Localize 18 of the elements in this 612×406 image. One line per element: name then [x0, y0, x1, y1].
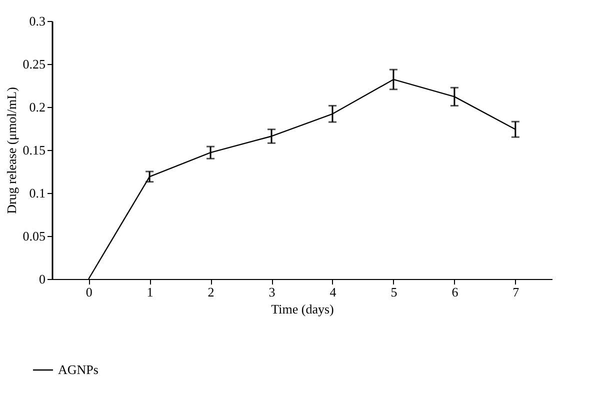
y-tick-label: 0.15 [22, 142, 46, 158]
x-tick-label: 3 [268, 284, 276, 300]
legend-label: AGNPs [58, 362, 98, 377]
y-tick-label: 0.25 [22, 56, 46, 72]
x-tick-label: 5 [390, 284, 398, 300]
y-tick-label: 0.05 [22, 228, 46, 244]
x-axis-title: Time (days) [271, 302, 334, 316]
y-tick-label: 0.3 [29, 14, 46, 28]
y-axis-title: Drug release (μmol/mL) [4, 87, 19, 214]
y-tick-label: 0.2 [29, 100, 46, 114]
x-tick-label: 0 [86, 284, 92, 300]
y-tick-label: 0.1 [29, 186, 46, 200]
x-tick-label: 6 [452, 284, 459, 300]
x-tick-label: 1 [146, 284, 154, 300]
x-tick-label: 4 [330, 284, 337, 300]
x-tick-label: 7 [512, 284, 520, 300]
x-tick-label: 2 [208, 284, 214, 300]
y-tick-label: 0 [39, 272, 46, 286]
